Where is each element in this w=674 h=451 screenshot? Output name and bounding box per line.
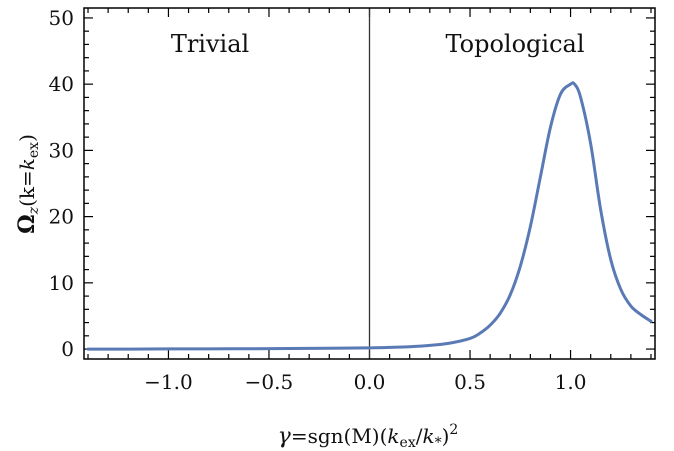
annotation-trivial: Trivial: [171, 30, 249, 58]
x-tick-label: −1.0: [144, 370, 193, 394]
x-axis-label: γ=sgn(M)(kex/k*)2: [278, 422, 459, 451]
y-tick-label: 40: [49, 72, 74, 96]
y-axis-label: Ωz(k=kex): [14, 134, 42, 234]
y-tick-label: 20: [49, 205, 74, 229]
y-tick-label: 30: [49, 138, 74, 162]
x-tick-label: 0.0: [354, 370, 386, 394]
y-tick-label: 10: [49, 271, 74, 295]
y-tick-label: 50: [49, 6, 74, 30]
series-line: [86, 81, 653, 351]
x-tick-label: 1.0: [555, 370, 587, 394]
x-tick-label: 0.5: [454, 370, 486, 394]
annotation-topological: Topological: [446, 30, 585, 58]
tick-labels: −1.0 −0.5 0.0 0.5 1.0 0 10 20 30 40 50: [49, 6, 587, 394]
y-tick-label: 0: [61, 337, 74, 361]
tick-marks: [84, 8, 655, 359]
x-tick-label: −0.5: [245, 370, 294, 394]
plot-frame: [83, 7, 656, 360]
